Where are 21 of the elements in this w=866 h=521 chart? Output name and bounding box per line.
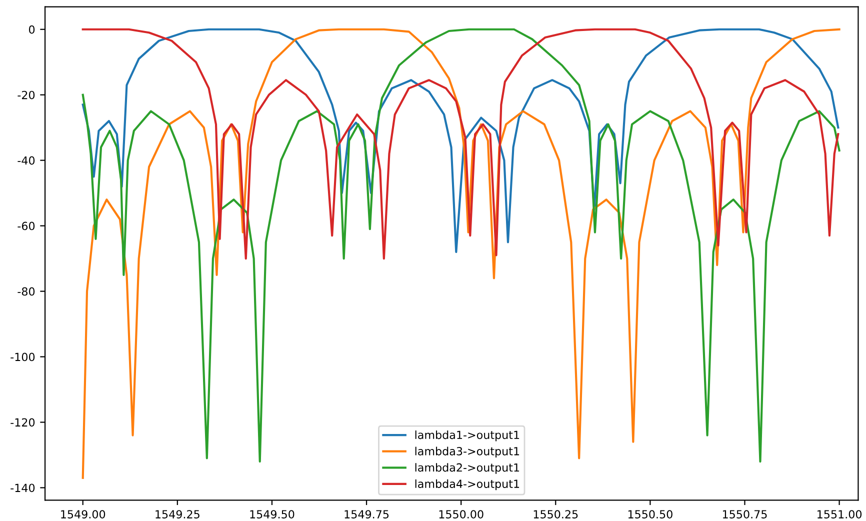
x-tick-label: 1550.00 <box>439 510 484 518</box>
y-tick-label: -120 <box>10 418 35 427</box>
legend-label: lambda1->output1 <box>415 430 520 442</box>
legend-label: lambda3->output1 <box>415 446 520 458</box>
legend-label: lambda4->output1 <box>415 479 520 490</box>
y-tick-label: -140 <box>10 484 35 492</box>
legend-label: lambda2->output1 <box>415 463 520 474</box>
x-tick-label: 1549.50 <box>250 510 294 518</box>
y-tick-label: 0 <box>28 25 35 34</box>
y-tick-label: -80 <box>18 287 35 296</box>
x-tick-label: 1550.50 <box>628 510 672 518</box>
x-tick-label: 1549.25 <box>156 510 200 518</box>
y-tick-label: -40 <box>18 156 35 165</box>
y-tick-label: -60 <box>18 222 35 230</box>
x-tick-label: 1549.00 <box>61 510 106 518</box>
y-tick-label: -20 <box>18 90 35 100</box>
y-tick-label: -100 <box>10 352 35 362</box>
x-tick-label: 1549.75 <box>344 510 389 518</box>
x-tick-label: 1550.25 <box>534 510 578 518</box>
x-tick-label: 1551.00 <box>818 510 862 518</box>
x-tick-label: 1550.75 <box>722 510 767 518</box>
